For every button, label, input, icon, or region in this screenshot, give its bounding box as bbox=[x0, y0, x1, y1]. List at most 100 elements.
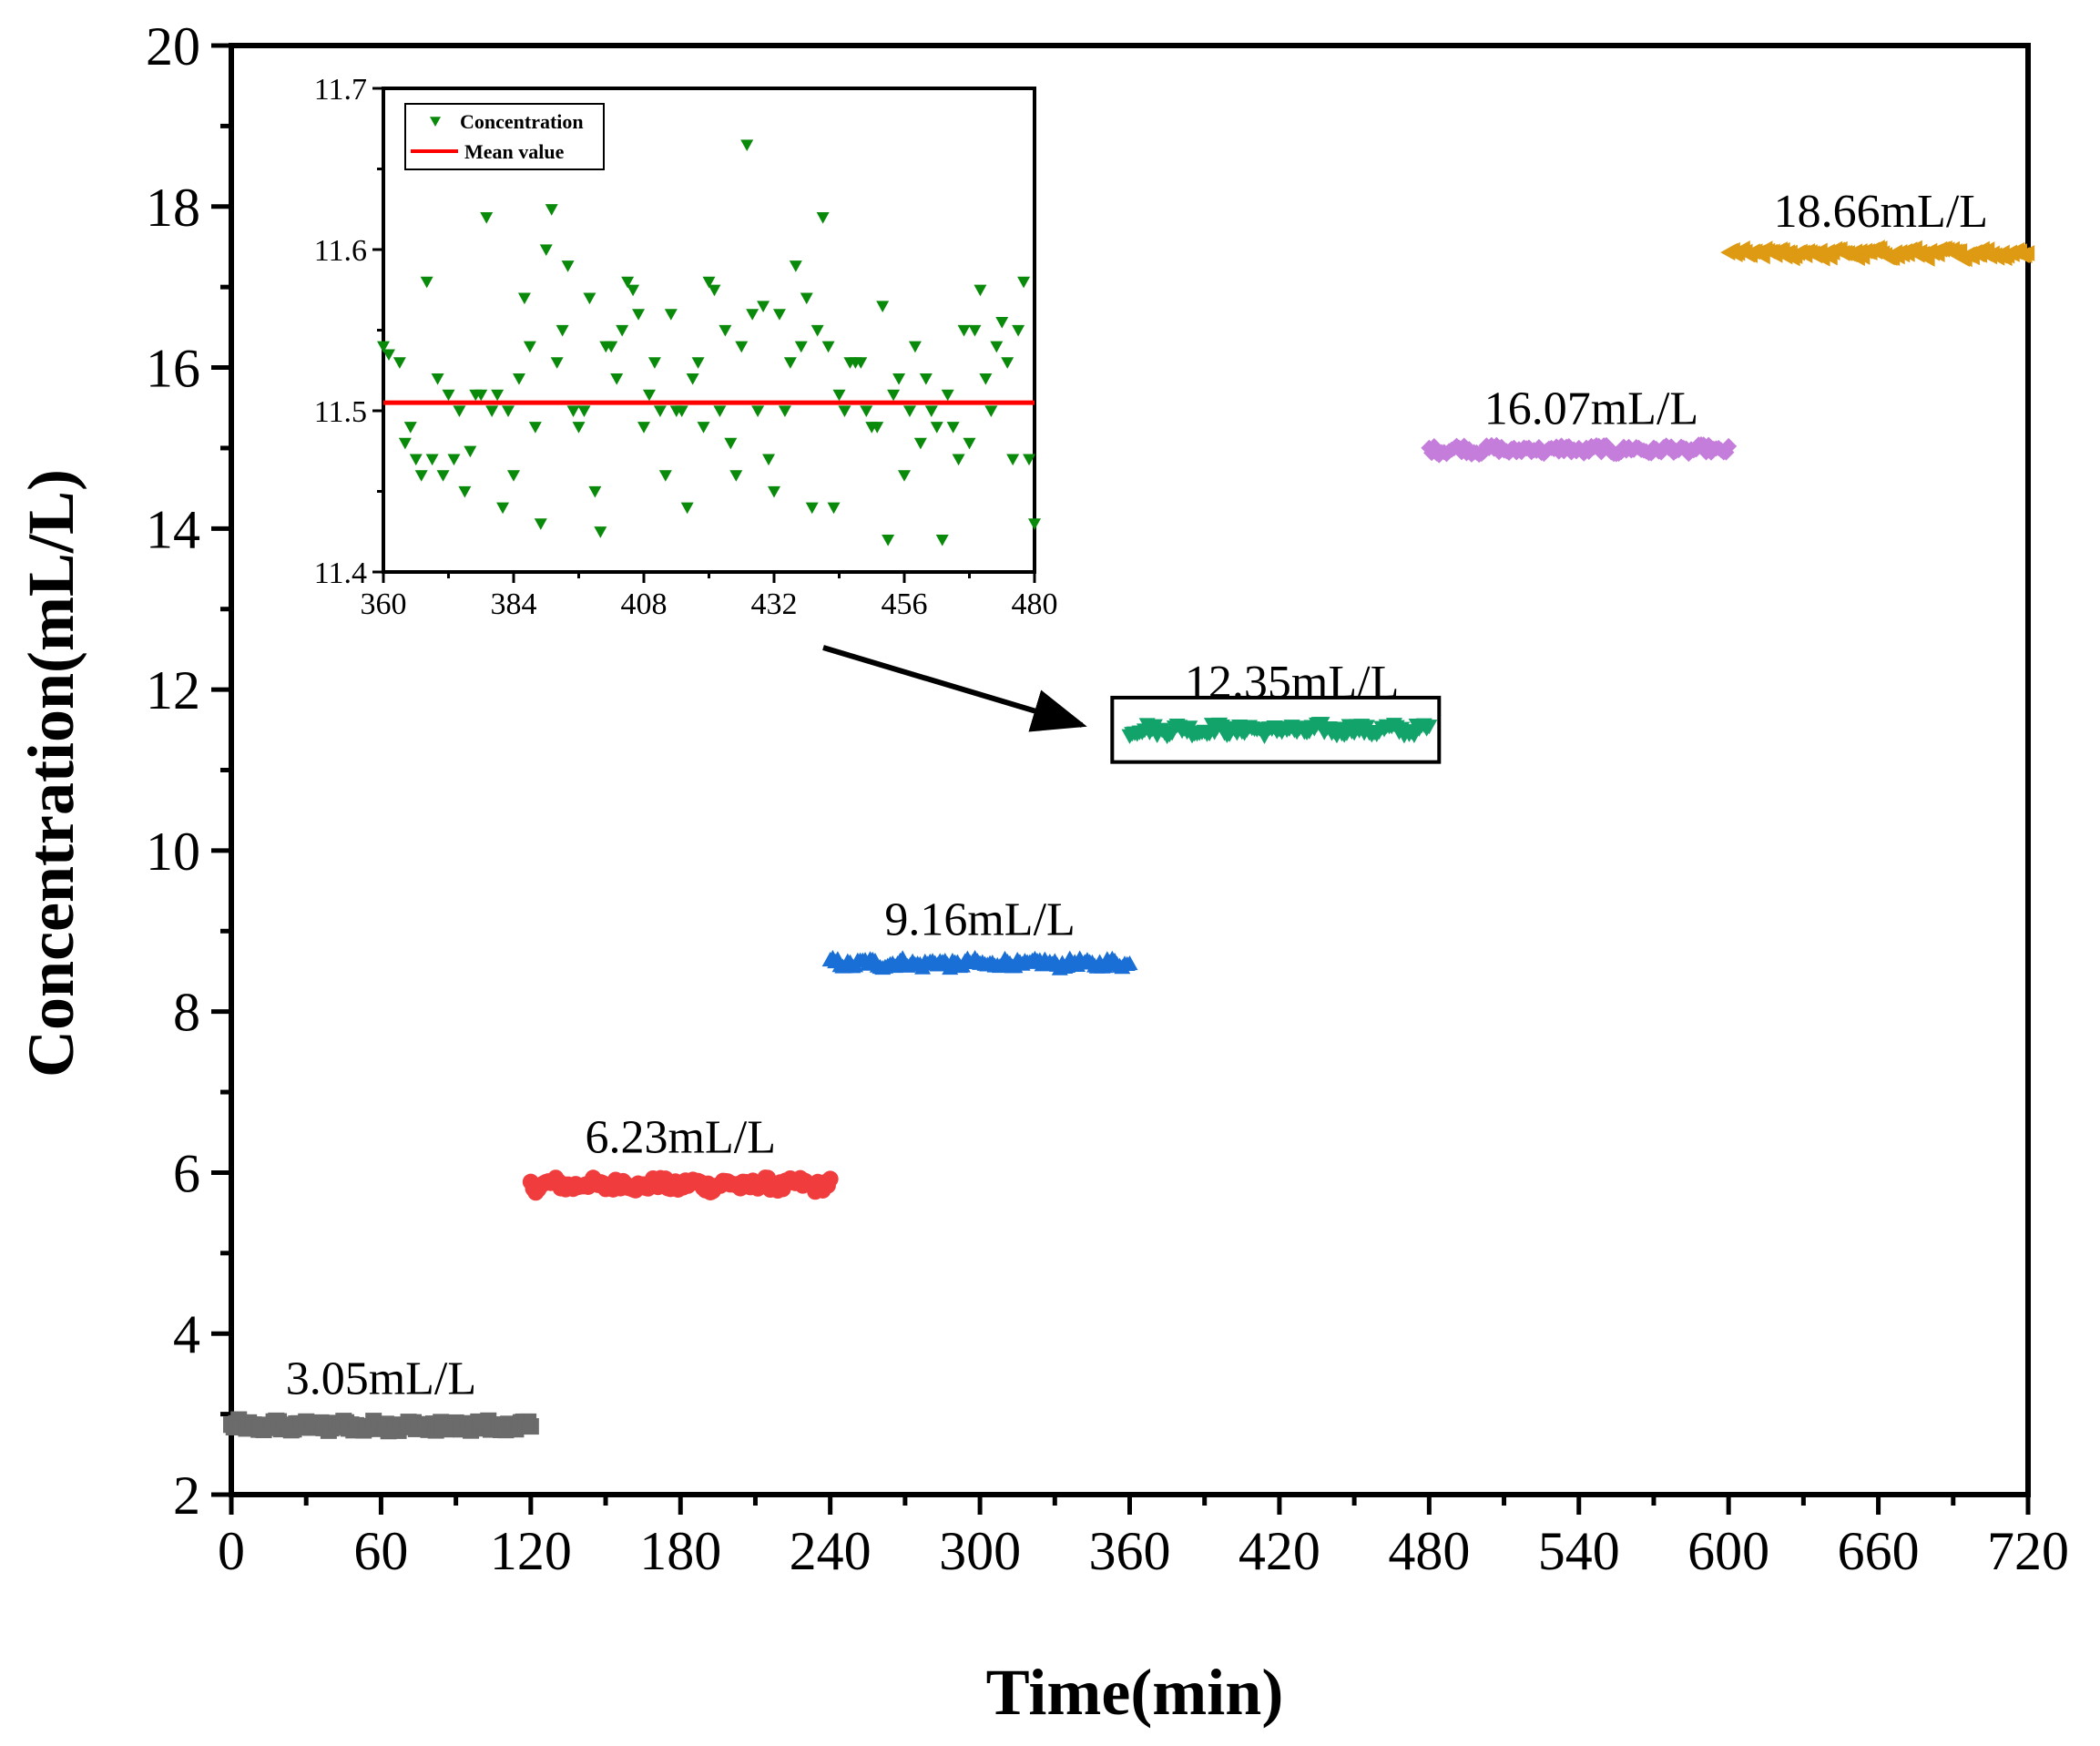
inset-y-tick-label: 11.4 bbox=[314, 556, 367, 590]
inset-data-point bbox=[480, 212, 494, 224]
y-tick-label: 8 bbox=[173, 983, 200, 1043]
inset-data-point bbox=[458, 485, 472, 498]
inset-data-point bbox=[805, 502, 819, 515]
inset-data-point bbox=[887, 389, 901, 402]
inset-data-point bbox=[729, 470, 743, 482]
series-label: 12.35mL/L bbox=[1185, 657, 1399, 709]
inset-x-tick-label: 432 bbox=[751, 587, 798, 621]
inset-data-point bbox=[984, 405, 998, 417]
y-tick-label: 20 bbox=[146, 16, 200, 77]
inset-data-point bbox=[550, 357, 564, 369]
inset-points bbox=[377, 139, 1041, 546]
highlight-box bbox=[1110, 695, 1442, 764]
inset-data-point bbox=[512, 373, 525, 385]
x-tick-label: 0 bbox=[218, 1521, 245, 1581]
inset-y-tick-label: 11.6 bbox=[314, 234, 367, 268]
inset-data-point bbox=[1006, 454, 1020, 466]
series-label: 9.16mL/L bbox=[884, 894, 1075, 946]
inset-x-tick-label: 408 bbox=[621, 587, 668, 621]
inset-x-tick-label: 360 bbox=[361, 587, 407, 621]
inset-data-point bbox=[697, 422, 710, 434]
inset-data-point bbox=[637, 422, 650, 434]
inset-data-point bbox=[561, 260, 575, 272]
legend-label-concentration: Concentration bbox=[460, 110, 584, 133]
series-label: 16.07mL/L bbox=[1484, 383, 1698, 434]
main-plot: 0 60 120 180 240 300 360 420 480 540 600 660 720 2 4 6 8… bbox=[146, 16, 2069, 1581]
inset-data-point bbox=[794, 341, 808, 353]
inset-data-point bbox=[778, 405, 791, 417]
x-tick-label: 420 bbox=[1239, 1521, 1320, 1581]
inset-data-point bbox=[523, 341, 536, 353]
inset-data-point bbox=[436, 470, 450, 482]
inset-data-point bbox=[420, 276, 433, 289]
inset-data-point bbox=[898, 470, 911, 482]
inset-data-point bbox=[838, 405, 851, 417]
inset-data-point bbox=[974, 284, 987, 297]
series-18.66mL/L bbox=[1720, 240, 2035, 268]
inset-data-point bbox=[800, 292, 813, 305]
inset-data-point bbox=[908, 341, 922, 353]
inset-data-point bbox=[691, 357, 705, 369]
inset-data-point bbox=[919, 373, 933, 385]
inset-data-point bbox=[680, 502, 694, 515]
inset-data-point bbox=[952, 454, 965, 466]
inset-data-point bbox=[882, 535, 895, 546]
inset-data-point bbox=[930, 422, 943, 434]
inset-data-point bbox=[675, 405, 688, 417]
inset-x-tick-label: 480 bbox=[1012, 587, 1058, 621]
inset-data-point bbox=[1001, 357, 1014, 369]
inset-data-point bbox=[924, 405, 938, 417]
inset-data-point bbox=[708, 284, 721, 297]
data-point bbox=[1121, 955, 1138, 971]
legend-label-mean: Mean value bbox=[464, 140, 565, 163]
inset-data-point bbox=[892, 373, 906, 385]
inset-data-point bbox=[913, 437, 927, 450]
inset-data-point bbox=[588, 485, 602, 498]
x-tick-label: 60 bbox=[353, 1521, 408, 1581]
inset-data-point bbox=[735, 341, 749, 353]
x-tick-label: 240 bbox=[790, 1521, 872, 1581]
inset-data-point bbox=[403, 422, 417, 434]
series-label: 6.23mL/L bbox=[586, 1111, 776, 1163]
inset-data-point bbox=[854, 357, 868, 369]
series-label: 18.66mL/L bbox=[1774, 186, 1988, 238]
inset-data-point bbox=[474, 389, 488, 402]
inset-data-point bbox=[1023, 454, 1036, 466]
inset-data-point bbox=[772, 309, 786, 321]
inset-data-point bbox=[539, 244, 553, 256]
inset-data-point bbox=[946, 422, 960, 434]
inset-data-point bbox=[431, 373, 444, 385]
inset-data-point bbox=[957, 324, 971, 337]
inset-x-tick-label: 456 bbox=[882, 587, 928, 621]
inset-data-point bbox=[968, 324, 982, 337]
x-tick-label: 540 bbox=[1538, 1521, 1620, 1581]
inset-data-point bbox=[382, 349, 395, 362]
inset-data-point bbox=[464, 445, 477, 458]
inset-data-point bbox=[827, 502, 841, 515]
data-point bbox=[821, 1170, 839, 1188]
inset-data-point bbox=[941, 389, 954, 402]
y-axis-title: Concentration(mL/L) bbox=[15, 469, 87, 1077]
x-tick-label: 300 bbox=[939, 1521, 1021, 1581]
inset-data-point bbox=[442, 389, 455, 402]
x-tick-label: 480 bbox=[1388, 1521, 1470, 1581]
inset-data-point bbox=[963, 437, 976, 450]
inset-data-point bbox=[816, 212, 830, 224]
inset-data-point bbox=[719, 324, 732, 337]
inset-data-point bbox=[517, 292, 531, 305]
inset-data-point bbox=[757, 301, 770, 312]
inset-legend-box bbox=[404, 103, 605, 170]
y-tick-label: 16 bbox=[146, 339, 200, 399]
inset-data-point bbox=[783, 357, 797, 369]
series-6.23mL/L bbox=[522, 1169, 839, 1201]
inset-data-point bbox=[545, 204, 558, 216]
inset-data-point bbox=[653, 405, 667, 417]
inset-data-point bbox=[979, 373, 993, 385]
inset-data-point bbox=[616, 324, 629, 337]
inset-data-point bbox=[935, 535, 949, 546]
inset-data-point bbox=[409, 454, 423, 466]
x-tick-label: 120 bbox=[490, 1521, 572, 1581]
series-12.35mL/L bbox=[1121, 717, 1438, 745]
inset-data-point bbox=[425, 454, 439, 466]
